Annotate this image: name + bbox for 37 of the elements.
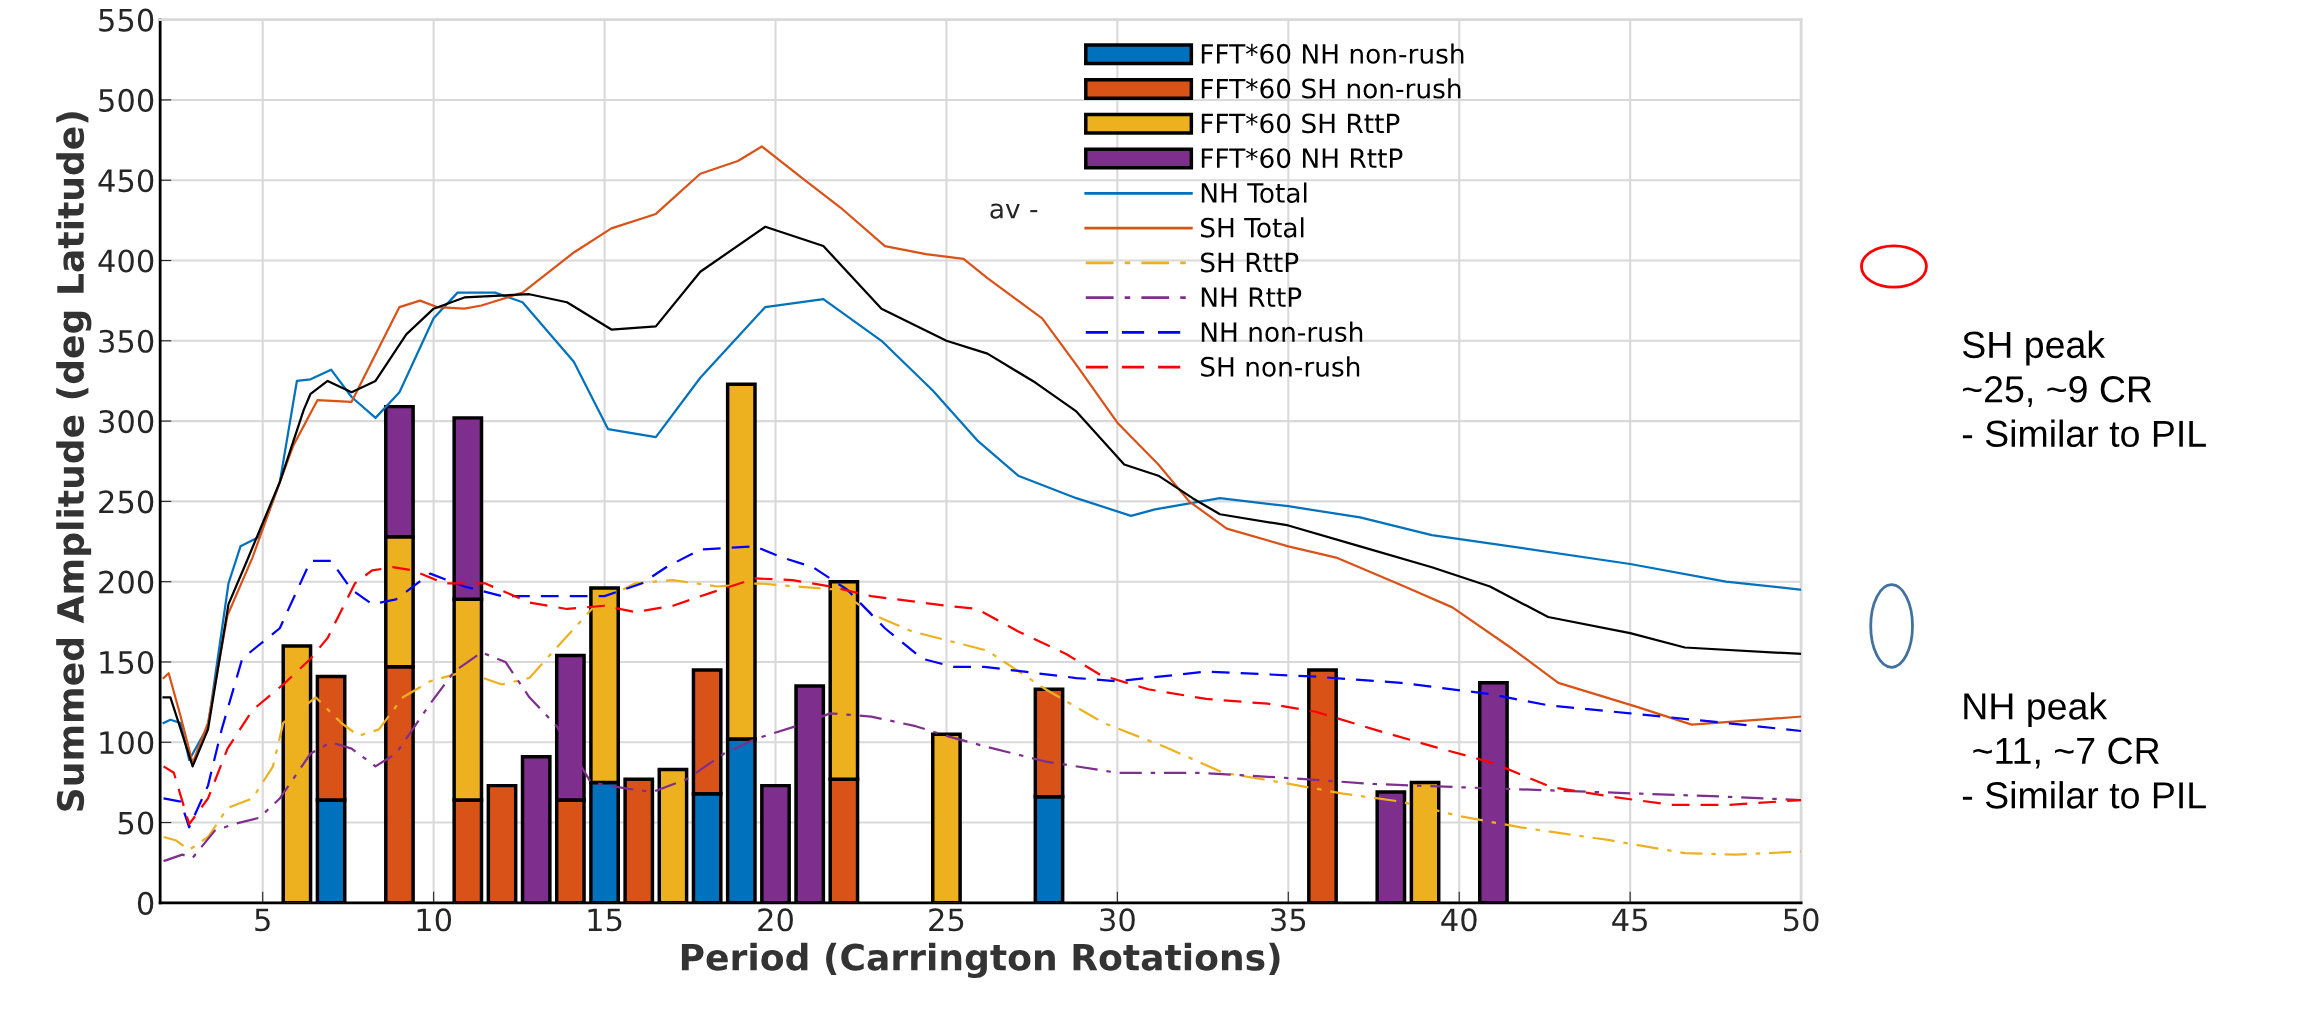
y-tick-label: 200 <box>99 570 154 594</box>
y-tick-label: 450 <box>98 169 154 193</box>
y-tick-label: 50 <box>118 811 154 835</box>
y-tick-label: 300 <box>99 410 154 434</box>
x-tick-label: 50 <box>1784 908 1819 932</box>
legend-label: FFT*60 NH non-rush <box>1201 43 1464 64</box>
y-tick-label: 350 <box>99 329 154 353</box>
annotation: av - <box>990 203 1038 219</box>
legend-label: SH non-rush <box>1201 356 1360 377</box>
x-tick-label: 5 <box>255 908 270 932</box>
y-tick-label: 400 <box>98 249 154 273</box>
x-tick-label: 35 <box>1271 908 1306 932</box>
x-tick-label: 25 <box>929 908 964 932</box>
y-axis-title: Summed Amplitude (deg Latitude) <box>56 112 92 811</box>
y-tick-label: 0 <box>137 891 154 915</box>
x-axis-title: Period (Carrington Rotations) <box>681 942 1280 979</box>
x-tick-label: 30 <box>1100 908 1135 932</box>
x-tick-label: 15 <box>588 908 622 932</box>
x-tick-label: 10 <box>417 908 452 932</box>
y-tick-label: 550 <box>99 8 154 32</box>
legend-label: SH Total <box>1201 217 1304 238</box>
legend-label: FFT*60 SH non-rush <box>1201 78 1461 99</box>
legend-label: FFT*60 NH RttP <box>1201 148 1403 169</box>
y-tick-label: 100 <box>100 731 154 755</box>
y-tick-label: 150 <box>100 650 154 675</box>
text: NH peak ~11, ~7 CR - Similar to PIL <box>1962 692 2206 809</box>
y-tick-label: 500 <box>99 88 154 112</box>
legend-label: SH RttP <box>1201 252 1299 273</box>
x-tick-label: 40 <box>1441 908 1477 932</box>
legend-label: FFT*60 SH RttP <box>1201 113 1400 134</box>
x-tick-label: 20 <box>758 908 793 932</box>
legend-label: NH non-rush <box>1201 321 1363 343</box>
x-tick-label: 45 <box>1612 908 1647 932</box>
legend-label: NH Total <box>1201 182 1307 203</box>
legend-label: NH RttP <box>1201 287 1302 307</box>
text: SH peak ~25, ~9 CR - Similar to PIL <box>1962 330 2206 448</box>
y-tick-label: 250 <box>99 490 154 514</box>
